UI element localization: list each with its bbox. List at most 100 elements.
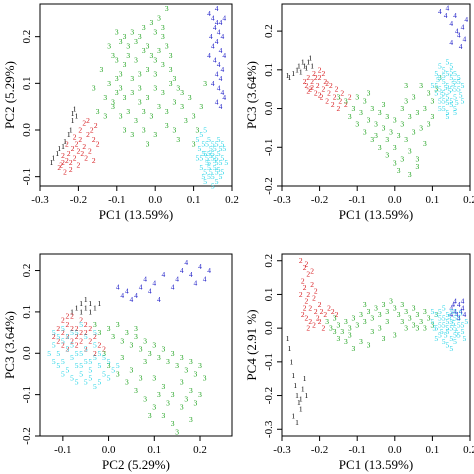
- data-point: 5: [217, 149, 221, 158]
- data-point: 3: [120, 353, 124, 362]
- data-point: 4: [143, 274, 147, 283]
- data-point: 4: [215, 70, 219, 79]
- data-point: 2: [320, 307, 324, 316]
- data-point: 5: [453, 337, 457, 346]
- data-point: 2: [335, 85, 339, 94]
- data-point: 3: [363, 127, 367, 136]
- x-tick-label: 0.0: [388, 194, 402, 206]
- data-point: 5: [457, 73, 461, 82]
- data-point: 3: [134, 324, 138, 333]
- x-axis-label: PC2 (5.29%): [102, 457, 170, 472]
- data-point: 3: [363, 96, 367, 105]
- data-point: 1: [286, 334, 290, 343]
- data-point: 3: [203, 79, 207, 88]
- data-point: 3: [111, 51, 115, 60]
- x-tick-label: -0.1: [108, 194, 125, 206]
- x-tick-label: -0.3: [273, 444, 291, 456]
- data-point: 5: [442, 104, 446, 113]
- data-point: 1: [52, 154, 56, 163]
- data-point: 5: [79, 370, 83, 379]
- data-point: 3: [352, 104, 356, 113]
- data-point: 2: [70, 324, 74, 333]
- data-point: 3: [119, 37, 123, 46]
- data-point: 3: [115, 56, 119, 65]
- data-point: 3: [189, 357, 193, 366]
- data-point: 2: [318, 300, 322, 309]
- data-point: 2: [335, 310, 339, 319]
- data-point: 3: [412, 92, 416, 101]
- series-1: 1 1 1 1 1 11 111: [70, 295, 101, 316]
- data-point: 5: [219, 144, 223, 153]
- data-point: 3: [123, 32, 127, 41]
- y-tick-label: -0.1: [21, 168, 33, 185]
- data-point: 2: [325, 79, 329, 88]
- data-point: 5: [93, 353, 97, 362]
- data-point: 3: [412, 127, 416, 136]
- data-point: 4: [222, 93, 226, 102]
- data-point: 3: [165, 4, 169, 13]
- data-point: 3: [344, 96, 348, 105]
- data-point: 3: [153, 70, 157, 79]
- data-point: 5: [434, 69, 438, 78]
- x-axis-label: PC1 (13.59%): [339, 457, 413, 472]
- data-point: 2: [94, 121, 98, 130]
- data-point: 2: [316, 314, 320, 323]
- data-point: 3: [340, 327, 344, 336]
- data-point: 5: [217, 165, 221, 174]
- data-point: 3: [370, 314, 374, 323]
- data-point: 2: [305, 81, 309, 90]
- data-point: 3: [119, 70, 123, 79]
- data-point: 5: [446, 98, 450, 107]
- data-point: 5: [446, 112, 450, 121]
- data-point: 2: [327, 89, 331, 98]
- data-point: 4: [125, 287, 129, 296]
- data-point: 5: [61, 324, 65, 333]
- data-point: 5: [107, 357, 111, 366]
- data-point: 3: [173, 126, 177, 135]
- data-point: 5: [209, 151, 213, 160]
- y-tick-label: -0.2: [263, 387, 275, 404]
- data-point: 3: [134, 116, 138, 125]
- data-point: 3: [427, 89, 431, 98]
- data-point: 3: [400, 154, 404, 163]
- data-point: 3: [146, 42, 150, 51]
- data-point: 5: [199, 154, 203, 163]
- y-axis-label: PC2 (5.29%): [2, 61, 17, 129]
- data-point: 2: [79, 316, 83, 325]
- data-point: 2: [331, 307, 335, 316]
- data-point: 2: [325, 96, 329, 105]
- data-point: 1: [79, 299, 83, 308]
- data-point: 3: [171, 349, 175, 358]
- data-point: 2: [348, 92, 352, 101]
- x-axis-label: PC1 (13.59%): [339, 207, 413, 222]
- data-point: 3: [337, 92, 341, 101]
- data-point: 5: [198, 144, 202, 153]
- y-axis-label: PC4 (2.91 %): [244, 309, 259, 380]
- data-point: 5: [434, 89, 438, 98]
- y-axis-label: PC3 (3.64%): [2, 311, 17, 379]
- data-point: 3: [169, 79, 173, 88]
- x-tick-label: 0.0: [388, 444, 402, 456]
- data-point: 3: [359, 310, 363, 319]
- data-point: 3: [165, 42, 169, 51]
- data-point: 5: [93, 341, 97, 350]
- data-point: 2: [75, 341, 79, 350]
- data-point: 5: [438, 330, 442, 339]
- data-point: 3: [146, 140, 150, 149]
- data-point: 2: [323, 310, 327, 319]
- data-point: 5: [442, 320, 446, 329]
- data-point: 3: [416, 310, 420, 319]
- data-point: 5: [213, 163, 217, 172]
- data-point: 3: [184, 394, 188, 403]
- data-point: 5: [70, 374, 74, 383]
- data-point: 5: [211, 172, 215, 181]
- data-point: 3: [134, 332, 138, 341]
- data-point: 3: [138, 32, 142, 41]
- data-point: 1: [299, 405, 303, 414]
- data-point: 5: [449, 85, 453, 94]
- x-tick-label: -0.3: [273, 194, 291, 206]
- data-point: 5: [205, 154, 209, 163]
- data-point: 4: [221, 88, 225, 97]
